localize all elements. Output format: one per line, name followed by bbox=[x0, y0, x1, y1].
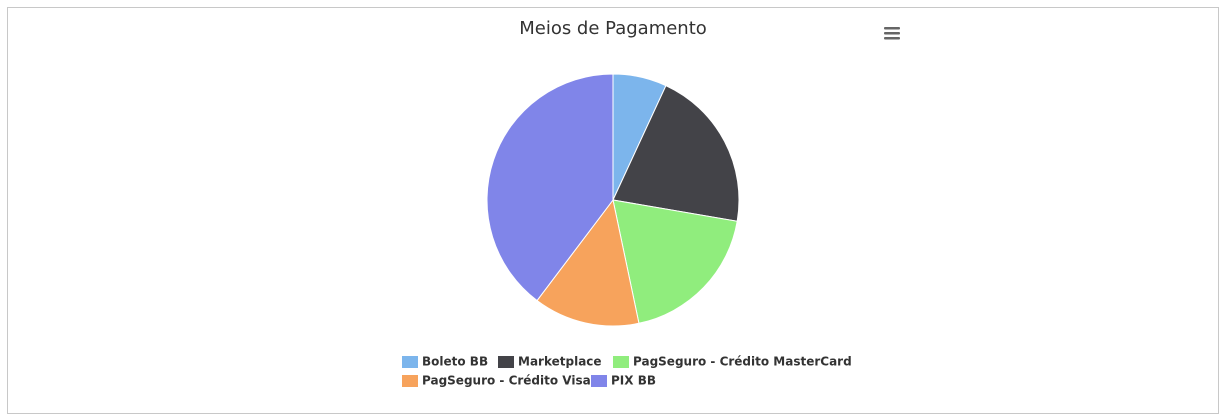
legend-label: PagSeguro - Crédito Visa bbox=[422, 374, 591, 388]
legend-label: Boleto BB bbox=[422, 355, 488, 369]
legend-swatch bbox=[402, 356, 418, 368]
legend-label: PIX BB bbox=[611, 374, 656, 388]
pie-slice bbox=[536, 198, 640, 327]
pie-slice bbox=[612, 199, 738, 324]
pie-slice bbox=[486, 73, 614, 302]
legend-swatch bbox=[402, 375, 418, 387]
legend-swatch bbox=[591, 375, 607, 387]
legend-swatch bbox=[613, 356, 629, 368]
legend-label: Marketplace bbox=[518, 355, 602, 369]
chart-title: Meios de Pagamento bbox=[519, 18, 707, 39]
legend-swatch bbox=[498, 356, 514, 368]
menu-button[interactable] bbox=[884, 27, 900, 40]
legend-label: PagSeguro - Crédito MasterCard bbox=[633, 355, 852, 369]
pie-slice bbox=[612, 84, 740, 222]
